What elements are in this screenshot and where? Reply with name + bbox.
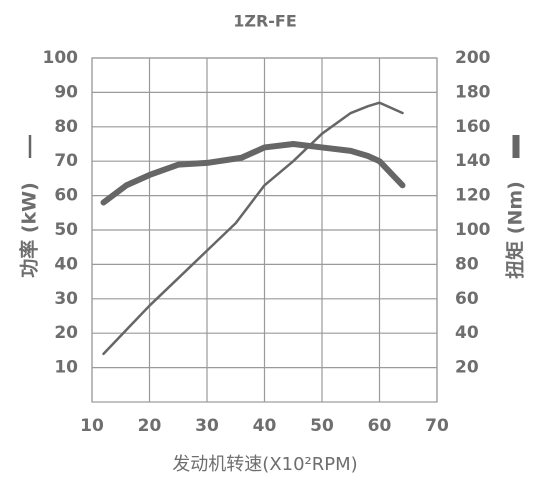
y-tick-label: 30	[54, 289, 78, 309]
y-tick-label: 100	[43, 48, 79, 68]
chart-title: 1ZR-FE	[233, 12, 297, 31]
y-axis-label: 功率 (kW)	[18, 182, 41, 278]
y2-tick-label: 120	[455, 186, 491, 206]
y-tick-label: 40	[54, 254, 78, 274]
y2-tick-label: 200	[455, 48, 491, 68]
y-tick-label: 10	[54, 358, 78, 378]
y-tick-label: 90	[54, 82, 78, 102]
x-tick-label: 30	[195, 416, 219, 436]
y2-tick-label: 80	[455, 254, 479, 274]
y2-tick-label: 60	[455, 289, 479, 309]
y2-tick-label: 40	[455, 323, 479, 343]
y2-tick-label: 180	[455, 82, 491, 102]
y2-axis-label: 扭矩 (Nm)	[504, 181, 527, 279]
x-axis-label: 发动机转速(X10²RPM)	[172, 454, 357, 475]
y-tick-label: 20	[54, 323, 78, 343]
power-line	[102, 101, 404, 356]
y-tick-label: 50	[54, 220, 78, 240]
x-tick-label: 70	[425, 416, 449, 436]
y-tick-label: 60	[54, 186, 78, 206]
y2-tick-label: 100	[455, 220, 491, 240]
y-tick-label: 70	[54, 151, 78, 171]
x-tick-label: 60	[368, 416, 392, 436]
y2-tick-label: 20	[455, 358, 479, 378]
x-tick-label: 20	[138, 416, 162, 436]
torque-line	[100, 141, 406, 206]
y-tick-label: 80	[54, 117, 78, 137]
x-tick-label: 40	[253, 416, 277, 436]
y2-tick-label: 140	[455, 151, 491, 171]
y2-tick-label: 160	[455, 117, 491, 137]
x-tick-label: 50	[310, 416, 334, 436]
x-tick-label: 10	[80, 416, 104, 436]
